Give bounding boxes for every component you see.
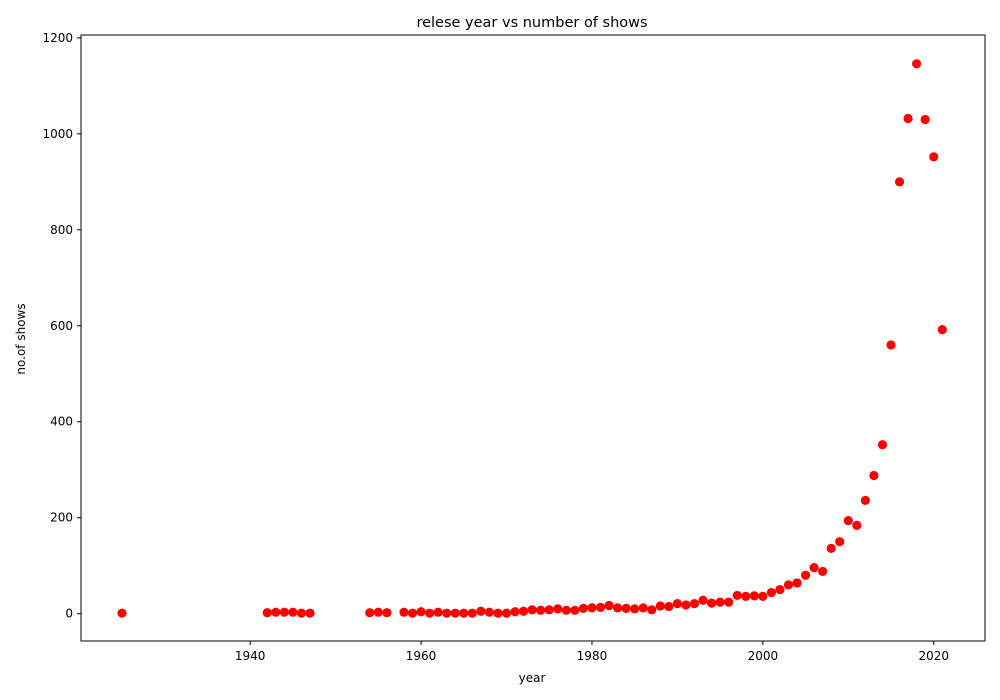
data-point bbox=[262, 608, 272, 618]
data-point bbox=[416, 607, 426, 617]
y-tick-label: 400 bbox=[50, 415, 73, 429]
data-point bbox=[407, 608, 418, 618]
data-point bbox=[399, 607, 409, 617]
data-point bbox=[501, 608, 512, 618]
data-point bbox=[741, 591, 751, 601]
data-point bbox=[271, 607, 281, 617]
y-tick-label: 1000 bbox=[42, 127, 73, 141]
data-point bbox=[595, 602, 606, 613]
data-point bbox=[519, 606, 529, 616]
x-axis-ticks: 1940 1960 1980 2000 2020 bbox=[235, 641, 949, 663]
y-tick-label: 800 bbox=[50, 223, 73, 237]
x-tick-label: 1960 bbox=[406, 649, 437, 663]
data-point bbox=[425, 608, 435, 618]
data-point bbox=[561, 605, 571, 615]
data-point bbox=[450, 608, 460, 618]
data-point bbox=[544, 605, 554, 615]
data-point bbox=[587, 603, 597, 613]
data-point bbox=[638, 603, 648, 613]
data-point bbox=[484, 607, 495, 617]
y-axis-label: no.of shows bbox=[14, 303, 28, 374]
y-tick-label: 0 bbox=[65, 607, 73, 621]
plot-frame bbox=[80, 34, 986, 642]
data-point bbox=[433, 607, 443, 617]
data-point bbox=[382, 608, 392, 618]
data-points bbox=[117, 59, 947, 618]
data-point bbox=[894, 177, 905, 187]
data-point bbox=[843, 515, 853, 526]
data-point bbox=[912, 59, 922, 69]
data-point bbox=[664, 601, 674, 612]
data-point bbox=[672, 598, 683, 609]
data-point bbox=[937, 325, 947, 335]
x-tick-label: 2020 bbox=[918, 649, 949, 663]
data-point bbox=[570, 605, 580, 615]
data-point bbox=[749, 591, 759, 601]
data-point bbox=[852, 520, 862, 530]
data-point bbox=[365, 608, 375, 618]
data-point bbox=[706, 598, 717, 608]
data-point bbox=[305, 608, 315, 618]
data-point bbox=[459, 608, 469, 618]
data-point bbox=[467, 608, 477, 618]
data-point bbox=[809, 562, 819, 573]
data-point bbox=[792, 578, 802, 588]
x-tick-label: 1980 bbox=[577, 649, 608, 663]
data-point bbox=[604, 600, 614, 611]
data-point bbox=[732, 590, 742, 601]
data-point bbox=[630, 604, 640, 614]
data-point bbox=[476, 606, 486, 616]
x-axis-label: year bbox=[519, 671, 546, 685]
data-point bbox=[800, 570, 811, 580]
data-point bbox=[689, 598, 700, 609]
data-point bbox=[647, 605, 657, 615]
data-point bbox=[698, 595, 708, 605]
data-point bbox=[715, 597, 725, 607]
data-point bbox=[783, 580, 794, 590]
chart-title: relese year vs number of shows bbox=[416, 15, 647, 31]
data-point bbox=[920, 114, 930, 125]
data-point bbox=[510, 607, 520, 617]
data-point bbox=[775, 585, 785, 595]
data-point bbox=[553, 604, 563, 614]
data-point bbox=[527, 605, 537, 615]
data-point bbox=[766, 587, 776, 598]
data-point bbox=[877, 440, 888, 450]
data-point bbox=[929, 152, 939, 162]
data-point bbox=[903, 113, 913, 124]
data-point bbox=[279, 607, 289, 617]
data-point bbox=[373, 607, 383, 617]
data-point bbox=[288, 607, 298, 617]
data-point bbox=[724, 597, 734, 607]
data-point bbox=[621, 603, 631, 613]
y-tick-label: 200 bbox=[50, 511, 73, 525]
data-point bbox=[826, 543, 836, 554]
data-point bbox=[536, 605, 546, 615]
data-point bbox=[578, 603, 589, 613]
data-point bbox=[493, 608, 503, 618]
data-point bbox=[612, 603, 623, 613]
data-point bbox=[758, 591, 768, 601]
y-tick-label: 1200 bbox=[42, 31, 73, 45]
data-point bbox=[860, 495, 870, 506]
data-point bbox=[886, 340, 896, 350]
data-point bbox=[835, 537, 845, 547]
x-tick-label: 1940 bbox=[235, 649, 266, 663]
data-point bbox=[296, 608, 307, 618]
y-axis-ticks: 0 200 400 600 800 1000 1200 bbox=[42, 31, 81, 621]
data-point bbox=[117, 608, 127, 618]
data-point bbox=[442, 608, 452, 618]
x-tick-label: 2000 bbox=[748, 649, 779, 663]
data-point bbox=[818, 566, 828, 577]
y-tick-label: 600 bbox=[50, 319, 73, 333]
data-point bbox=[869, 470, 879, 481]
data-point bbox=[655, 601, 665, 611]
data-point bbox=[681, 600, 691, 610]
